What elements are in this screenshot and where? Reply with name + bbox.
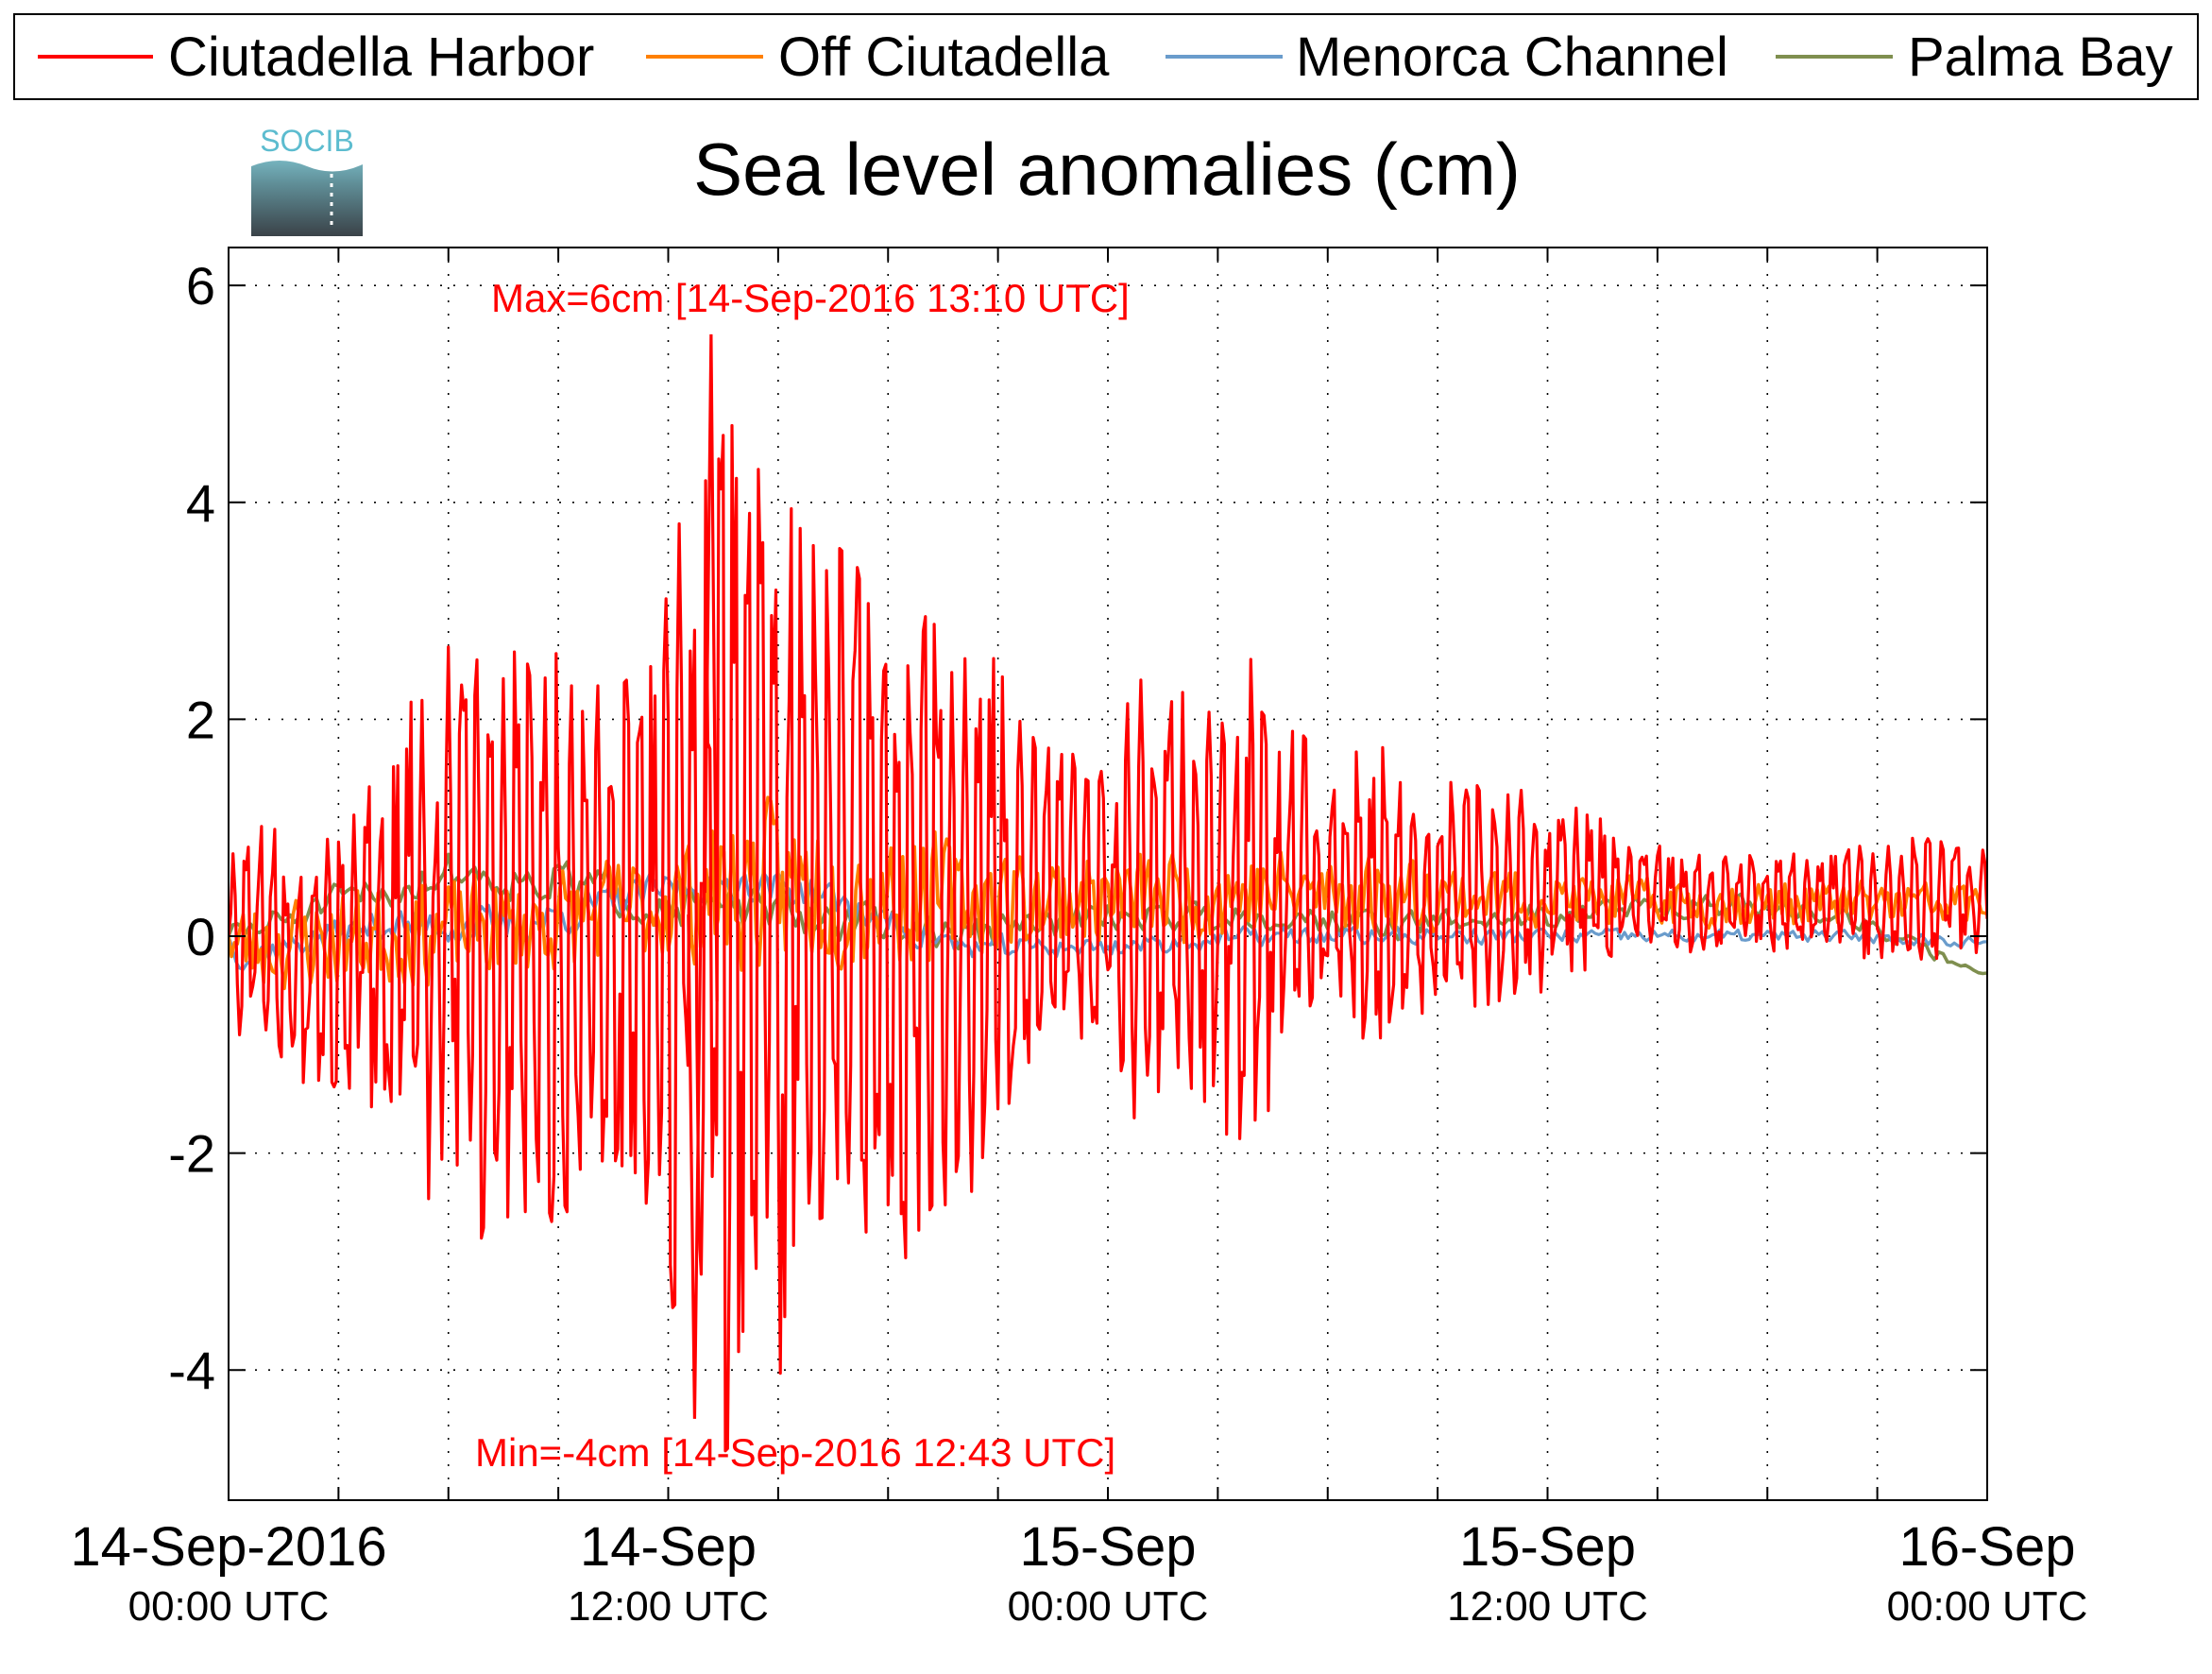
- legend-label-ciutadella-harbor: Ciutadella Harbor: [168, 26, 594, 88]
- logo-text: SOCIB: [260, 124, 354, 158]
- legend-label-palma-bay: Palma Bay: [1908, 26, 2172, 88]
- max-annotation: Max=6cm [14-Sep-2016 13:10 UTC]: [491, 276, 1130, 320]
- legend: Ciutadella Harbor Off Ciutadella Menorca…: [13, 13, 2199, 100]
- x-tick-date-label: 14-Sep: [580, 1516, 757, 1578]
- x-tick-time-label: 12:00 UTC: [1447, 1583, 1648, 1630]
- series-max-spike: [703, 333, 719, 1001]
- min-annotation: Min=-4cm [14-Sep-2016 12:43 UTC]: [475, 1430, 1115, 1475]
- series-line-ciutadella-harbor: [229, 423, 1987, 1453]
- y-axis-tick-labels: -4 -2 0 2 4 6: [168, 256, 215, 1400]
- x-tick-date-label: 15-Sep: [1459, 1516, 1636, 1578]
- legend-label-off-ciutadella: Off Ciutadella: [778, 26, 1110, 88]
- x-tick-date-label: 14-Sep-2016: [70, 1516, 386, 1578]
- y-tick-label: 4: [186, 473, 215, 533]
- x-tick-time-label: 12:00 UTC: [568, 1583, 769, 1630]
- y-tick-label: 6: [186, 256, 215, 316]
- x-tick-date-label: 16-Sep: [1898, 1516, 2075, 1578]
- x-tick-time-label: 00:00 UTC: [1008, 1583, 1209, 1630]
- y-tick-label: -4: [168, 1341, 215, 1400]
- y-tick-label: 2: [186, 690, 215, 749]
- chart-title: Sea level anomalies (cm): [693, 128, 1521, 211]
- x-axis-tick-labels: 14-Sep-2016 00:00 UTC 14-Sep 12:00 UTC 15-Se…: [70, 1516, 2087, 1630]
- y-tick-label: -2: [168, 1124, 215, 1184]
- axis-ticks: [229, 248, 1987, 1500]
- socib-logo: SOCIB: [251, 124, 363, 236]
- y-tick-label: 0: [186, 907, 215, 966]
- series-layer: [229, 333, 1987, 1453]
- x-tick-date-label: 15-Sep: [1019, 1516, 1196, 1578]
- x-tick-time-label: 00:00 UTC: [128, 1583, 330, 1630]
- series-min-spike: [687, 881, 704, 1419]
- legend-label-menorca-channel: Menorca Channel: [1296, 26, 1728, 88]
- x-tick-time-label: 00:00 UTC: [1887, 1583, 2088, 1630]
